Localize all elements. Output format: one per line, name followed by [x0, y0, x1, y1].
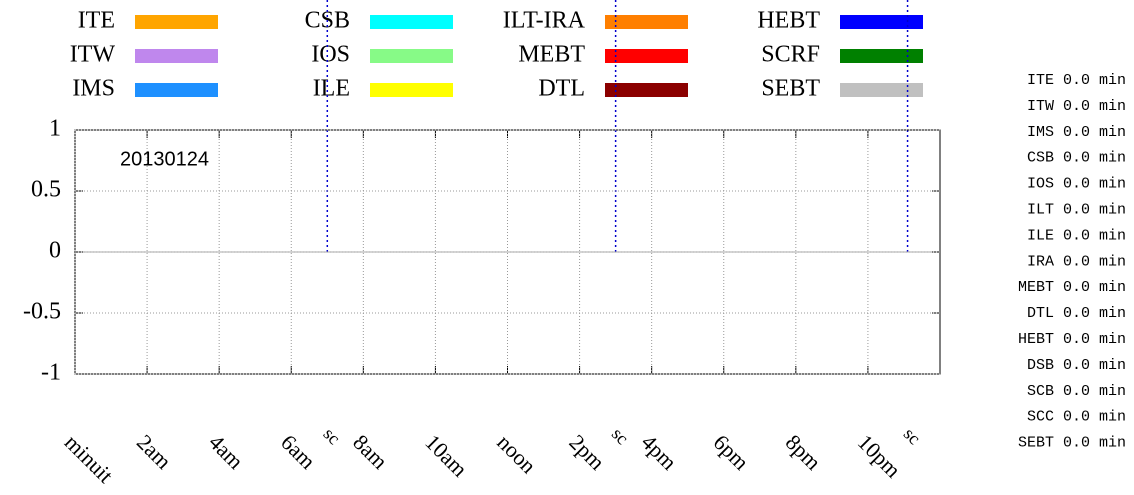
legend-label: ILE — [313, 76, 350, 102]
legend-swatch — [135, 49, 218, 63]
y-tick-label: 0 — [49, 238, 61, 264]
legend-label: ITW — [70, 42, 116, 68]
x-tick-label: 2am — [132, 429, 176, 473]
summary-line: HEBT 0.0 min — [1018, 331, 1126, 348]
x-tick-label: 10pm — [853, 429, 906, 482]
legend-swatch — [370, 49, 453, 63]
summary-line: MEBT 0.0 min — [1018, 279, 1126, 296]
summary-line: SCC 0.0 min — [1027, 409, 1126, 426]
summary-line: ITE 0.0 min — [1027, 72, 1126, 89]
y-tick-label: -0.5 — [23, 299, 61, 325]
x-tick-label: 8pm — [781, 429, 826, 474]
legend-label: ITE — [78, 8, 115, 34]
legend-swatch — [135, 83, 218, 97]
summary-line: ITW 0.0 min — [1027, 98, 1126, 115]
summary-line: DSB 0.0 min — [1027, 357, 1126, 374]
x-tick-label: 2pm — [564, 429, 609, 474]
summary-line: SEBT 0.0 min — [1018, 435, 1126, 452]
legend-label: IOS — [311, 42, 350, 68]
legend-label: SEBT — [761, 76, 820, 102]
y-tick-label: -1 — [41, 360, 61, 386]
summary-line: CSB 0.0 min — [1027, 150, 1126, 167]
summary-line: ILT 0.0 min — [1027, 201, 1126, 218]
x-tick-label: noon — [492, 429, 541, 478]
legend-swatch — [840, 15, 923, 29]
legend-swatch — [840, 83, 923, 97]
x-tick-label: 6am — [276, 429, 320, 473]
y-tick-label: 0.5 — [31, 177, 61, 203]
summary-line: SCB 0.0 min — [1027, 383, 1126, 400]
x-tick-label: 4am — [204, 429, 248, 473]
x-tick-label: 10am — [420, 429, 472, 481]
marker-label: sc — [320, 424, 345, 449]
x-tick-label: 4pm — [637, 429, 682, 474]
x-tick-label: 6pm — [709, 429, 754, 474]
legend-swatch — [840, 49, 923, 63]
x-tick-label: minuit — [60, 429, 118, 487]
summary-line: IMS 0.0 min — [1027, 124, 1126, 141]
legend-swatch — [605, 83, 688, 97]
legend-label: IMS — [72, 76, 115, 102]
legend-label: SCRF — [761, 42, 820, 68]
legend-swatch — [605, 49, 688, 63]
legend-swatch — [370, 83, 453, 97]
legend-swatch — [605, 15, 688, 29]
legend-label: MEBT — [518, 42, 585, 68]
legend-label: HEBT — [757, 8, 820, 34]
legend-swatch — [370, 15, 453, 29]
summary-line: IOS 0.0 min — [1027, 176, 1126, 193]
summary-line: ILE 0.0 min — [1027, 227, 1126, 244]
x-tick-label: 8am — [348, 429, 392, 473]
summary-line: DTL 0.0 min — [1027, 305, 1126, 322]
legend-swatch — [135, 15, 218, 29]
annotation: 20130124 — [120, 148, 209, 170]
y-tick-label: 1 — [49, 116, 61, 142]
legend-label: DTL — [538, 76, 585, 102]
marker-label: sc — [608, 424, 633, 449]
legend-label: ILT-IRA — [503, 8, 586, 34]
summary-line: IRA 0.0 min — [1027, 253, 1126, 270]
marker-label: sc — [900, 424, 925, 449]
